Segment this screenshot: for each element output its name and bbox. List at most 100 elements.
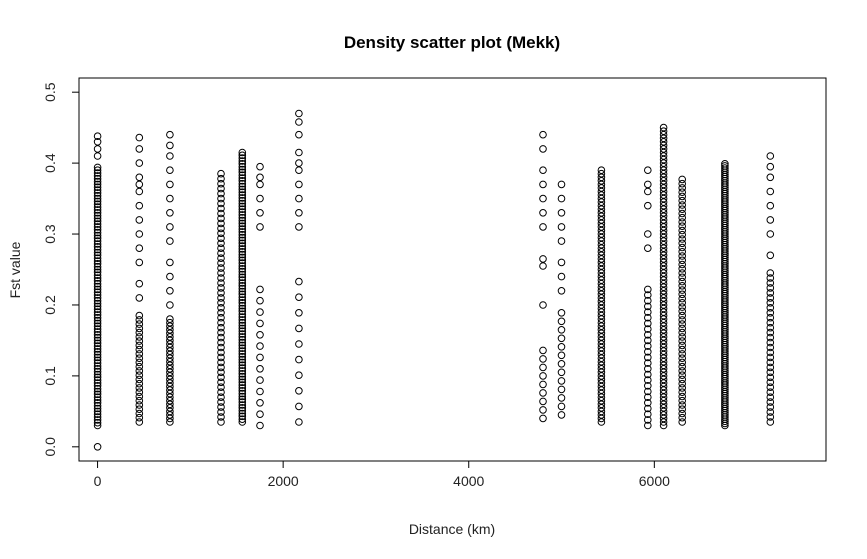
data-point (256, 376, 264, 384)
data-point (256, 296, 264, 305)
data-point (135, 367, 144, 375)
data-point (135, 401, 144, 409)
data-point (238, 293, 247, 302)
data-point (93, 243, 102, 251)
data-point (678, 384, 687, 392)
data-point (557, 223, 566, 231)
data-point (93, 189, 102, 197)
data-point (93, 217, 102, 226)
data-point (238, 398, 247, 406)
data-point (93, 322, 102, 331)
data-point (238, 196, 247, 205)
data-point (766, 216, 775, 224)
x-axis: 0 2000 4000 6000 (94, 460, 670, 489)
data-point (166, 258, 174, 267)
data-point (597, 279, 606, 288)
data-point (597, 372, 606, 380)
data-point (678, 341, 687, 350)
data-point (135, 145, 144, 153)
data-point (678, 413, 687, 422)
data-point (659, 272, 668, 281)
data-point (256, 285, 264, 294)
data-point (238, 389, 247, 398)
data-point (238, 179, 247, 188)
data-point (166, 340, 174, 348)
data-point (238, 378, 247, 387)
data-point (166, 336, 174, 345)
data-point (238, 208, 247, 216)
data-point (597, 248, 606, 256)
data-point (238, 162, 247, 171)
data-point (766, 251, 775, 260)
data-point (659, 212, 668, 221)
data-point (238, 347, 247, 355)
data-point (217, 239, 225, 248)
data-point (217, 284, 225, 292)
data-point (135, 311, 144, 320)
data-point (238, 233, 247, 242)
data-point (135, 258, 144, 267)
data-point (659, 301, 668, 309)
data-point (766, 378, 775, 387)
data-point (238, 335, 247, 344)
data-point (644, 416, 652, 424)
data-point (659, 294, 668, 302)
data-point (659, 407, 668, 416)
data-point (766, 230, 775, 238)
y-tick-label: 0.5 (42, 82, 58, 102)
data-point (166, 418, 174, 426)
data-point (256, 387, 264, 396)
data-point (659, 127, 668, 135)
scatter-points (93, 109, 775, 451)
data-point (766, 294, 775, 302)
data-point (659, 233, 668, 242)
data-point (93, 308, 102, 316)
data-point (678, 294, 687, 303)
data-point (238, 387, 247, 395)
data-point (93, 231, 102, 240)
data-point (659, 308, 668, 316)
data-point (93, 180, 102, 189)
data-point (93, 174, 102, 183)
data-point (659, 386, 668, 394)
data-point (93, 396, 102, 404)
data-point (678, 222, 687, 230)
data-point (644, 325, 652, 333)
y-axis-label: Fst value (7, 241, 23, 298)
data-point (597, 357, 606, 366)
data-point (238, 358, 247, 367)
data-point (597, 209, 606, 217)
data-point (295, 194, 303, 203)
data-point (256, 194, 264, 203)
data-point (93, 257, 102, 265)
data-point (678, 256, 687, 265)
data-point (238, 245, 247, 253)
data-point (217, 338, 225, 347)
data-point (135, 375, 144, 384)
data-point (166, 166, 174, 174)
data-point (557, 385, 566, 394)
data-point (766, 413, 775, 421)
data-point (597, 283, 606, 292)
data-point (539, 262, 547, 270)
data-point (93, 384, 102, 393)
data-point (256, 209, 264, 217)
data-point (217, 368, 225, 377)
data-point (166, 141, 174, 150)
data-point (557, 317, 566, 326)
y-tick-label: 0.2 (42, 295, 58, 315)
data-point (135, 216, 144, 224)
data-point (766, 304, 775, 312)
data-point (217, 254, 225, 263)
data-point (678, 277, 687, 286)
data-point (217, 398, 225, 406)
data-point (597, 411, 606, 419)
data-point (93, 228, 102, 237)
data-point (217, 373, 225, 382)
data-point (166, 318, 174, 327)
data-point (557, 180, 566, 189)
data-point (238, 381, 247, 389)
data-point (659, 123, 668, 132)
chart-title: Density scatter plot (Mekk) (344, 33, 560, 52)
data-point (557, 343, 566, 351)
